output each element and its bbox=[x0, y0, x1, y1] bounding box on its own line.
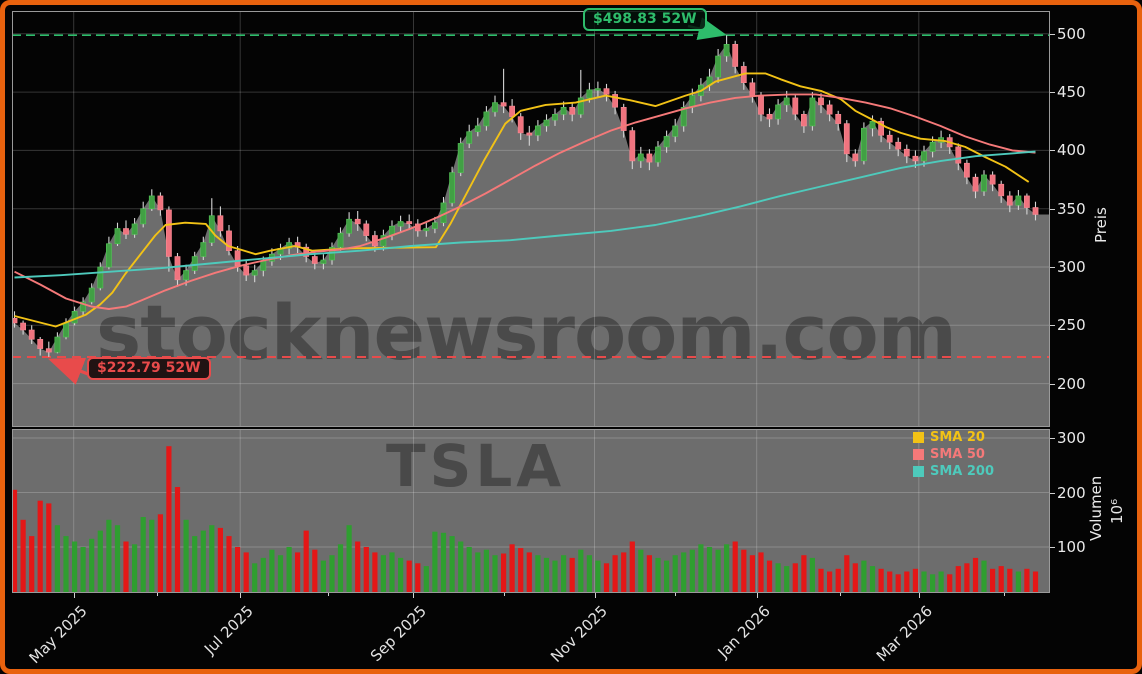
price-gridlines bbox=[12, 11, 1050, 427]
price-panel-border bbox=[12, 11, 1050, 427]
date-tick-mark bbox=[918, 593, 920, 598]
date-tick-label: Sep 2025 bbox=[367, 602, 431, 666]
volume-tick-label: 300 bbox=[1057, 429, 1086, 447]
date-tick-label: Jan 2026 bbox=[713, 602, 774, 662]
volume-panel bbox=[11, 429, 1050, 594]
legend-label: SMA 20 bbox=[930, 430, 985, 445]
date-tick-label: Nov 2025 bbox=[547, 602, 612, 666]
price-tick-label: 250 bbox=[1057, 316, 1086, 335]
price-tick-mark bbox=[1050, 33, 1055, 35]
watermark-stocknewsroom: stocknewsroom.com bbox=[96, 288, 957, 377]
price-tick-mark bbox=[1050, 92, 1055, 94]
date-tick-label: May 2025 bbox=[25, 602, 91, 668]
sma-line-20 bbox=[14, 72, 1030, 328]
legend-swatch-icon bbox=[913, 449, 924, 460]
watermark-ticker: TSLA bbox=[386, 432, 566, 500]
volume-tick-mark bbox=[1050, 492, 1055, 494]
price-tick-mark bbox=[1050, 383, 1055, 385]
volume-bars bbox=[11, 446, 1039, 594]
candle-bodies bbox=[11, 43, 1039, 353]
legend-swatch-icon bbox=[913, 466, 924, 477]
annotation-52w-low: $222.79 52W bbox=[87, 357, 211, 380]
price-tick-label: 400 bbox=[1057, 141, 1086, 160]
legend-item-20: SMA 20 bbox=[913, 429, 994, 446]
date-minor-tick-mark bbox=[156, 593, 158, 596]
annotation-52w-high: $498.83 52W bbox=[583, 8, 707, 31]
sma-line-200 bbox=[14, 150, 1036, 279]
sma-legend: SMA 20 SMA 50 SMA 200 bbox=[913, 429, 994, 480]
legend-swatch-icon bbox=[913, 432, 924, 443]
volume-tick-mark bbox=[1050, 438, 1055, 439]
date-minor-tick-mark bbox=[504, 593, 506, 596]
date-tick-label: Mar 2026 bbox=[872, 602, 936, 666]
candle-wicks bbox=[13, 35, 1037, 357]
price-tick-mark bbox=[1050, 208, 1055, 210]
date-tick-mark bbox=[240, 593, 242, 598]
price-tick-mark bbox=[1050, 150, 1055, 152]
sma-line-50 bbox=[14, 93, 1036, 310]
price-tick-mark bbox=[1050, 267, 1055, 268]
volume-tick-mark bbox=[1050, 547, 1055, 548]
legend-label: SMA 50 bbox=[930, 447, 985, 462]
date-tick-mark bbox=[756, 593, 758, 598]
date-minor-tick-mark bbox=[675, 593, 677, 596]
price-area-fill bbox=[12, 11, 1050, 428]
price-tick-label: 200 bbox=[1057, 374, 1086, 393]
volume-tick-label: 200 bbox=[1057, 483, 1086, 502]
date-tick-mark bbox=[413, 593, 415, 598]
price-tick-label: 350 bbox=[1057, 199, 1086, 218]
date-minor-tick-mark bbox=[1003, 593, 1005, 596]
date-tick-mark bbox=[594, 593, 596, 598]
date-minor-tick-mark bbox=[839, 593, 841, 596]
price-fill-svg bbox=[12, 44, 1050, 428]
legend-item-200: SMA 200 bbox=[913, 463, 994, 480]
price-tick-label: 450 bbox=[1057, 83, 1086, 102]
date-minor-tick-mark bbox=[327, 593, 329, 596]
price-tick-mark bbox=[1050, 325, 1055, 327]
legend-label: SMA 200 bbox=[930, 464, 995, 479]
date-tick-mark bbox=[73, 593, 75, 598]
price-axis-title: Preis bbox=[1092, 207, 1110, 243]
volume-axis-scale: 10⁶ bbox=[1108, 498, 1126, 524]
volume-axis-title: Volumen bbox=[1087, 475, 1105, 541]
volume-tick-label: 100 bbox=[1057, 538, 1086, 556]
legend-item-50: SMA 50 bbox=[913, 446, 994, 463]
arrow-52w-low bbox=[48, 357, 89, 385]
price-tick-label: 500 bbox=[1057, 24, 1086, 43]
date-tick-label: Jul 2025 bbox=[200, 602, 257, 658]
volume-svg bbox=[11, 429, 1050, 594]
price-tick-label: 300 bbox=[1057, 258, 1086, 276]
area-under-price bbox=[12, 44, 1050, 428]
volume-panel-border bbox=[12, 429, 1050, 593]
